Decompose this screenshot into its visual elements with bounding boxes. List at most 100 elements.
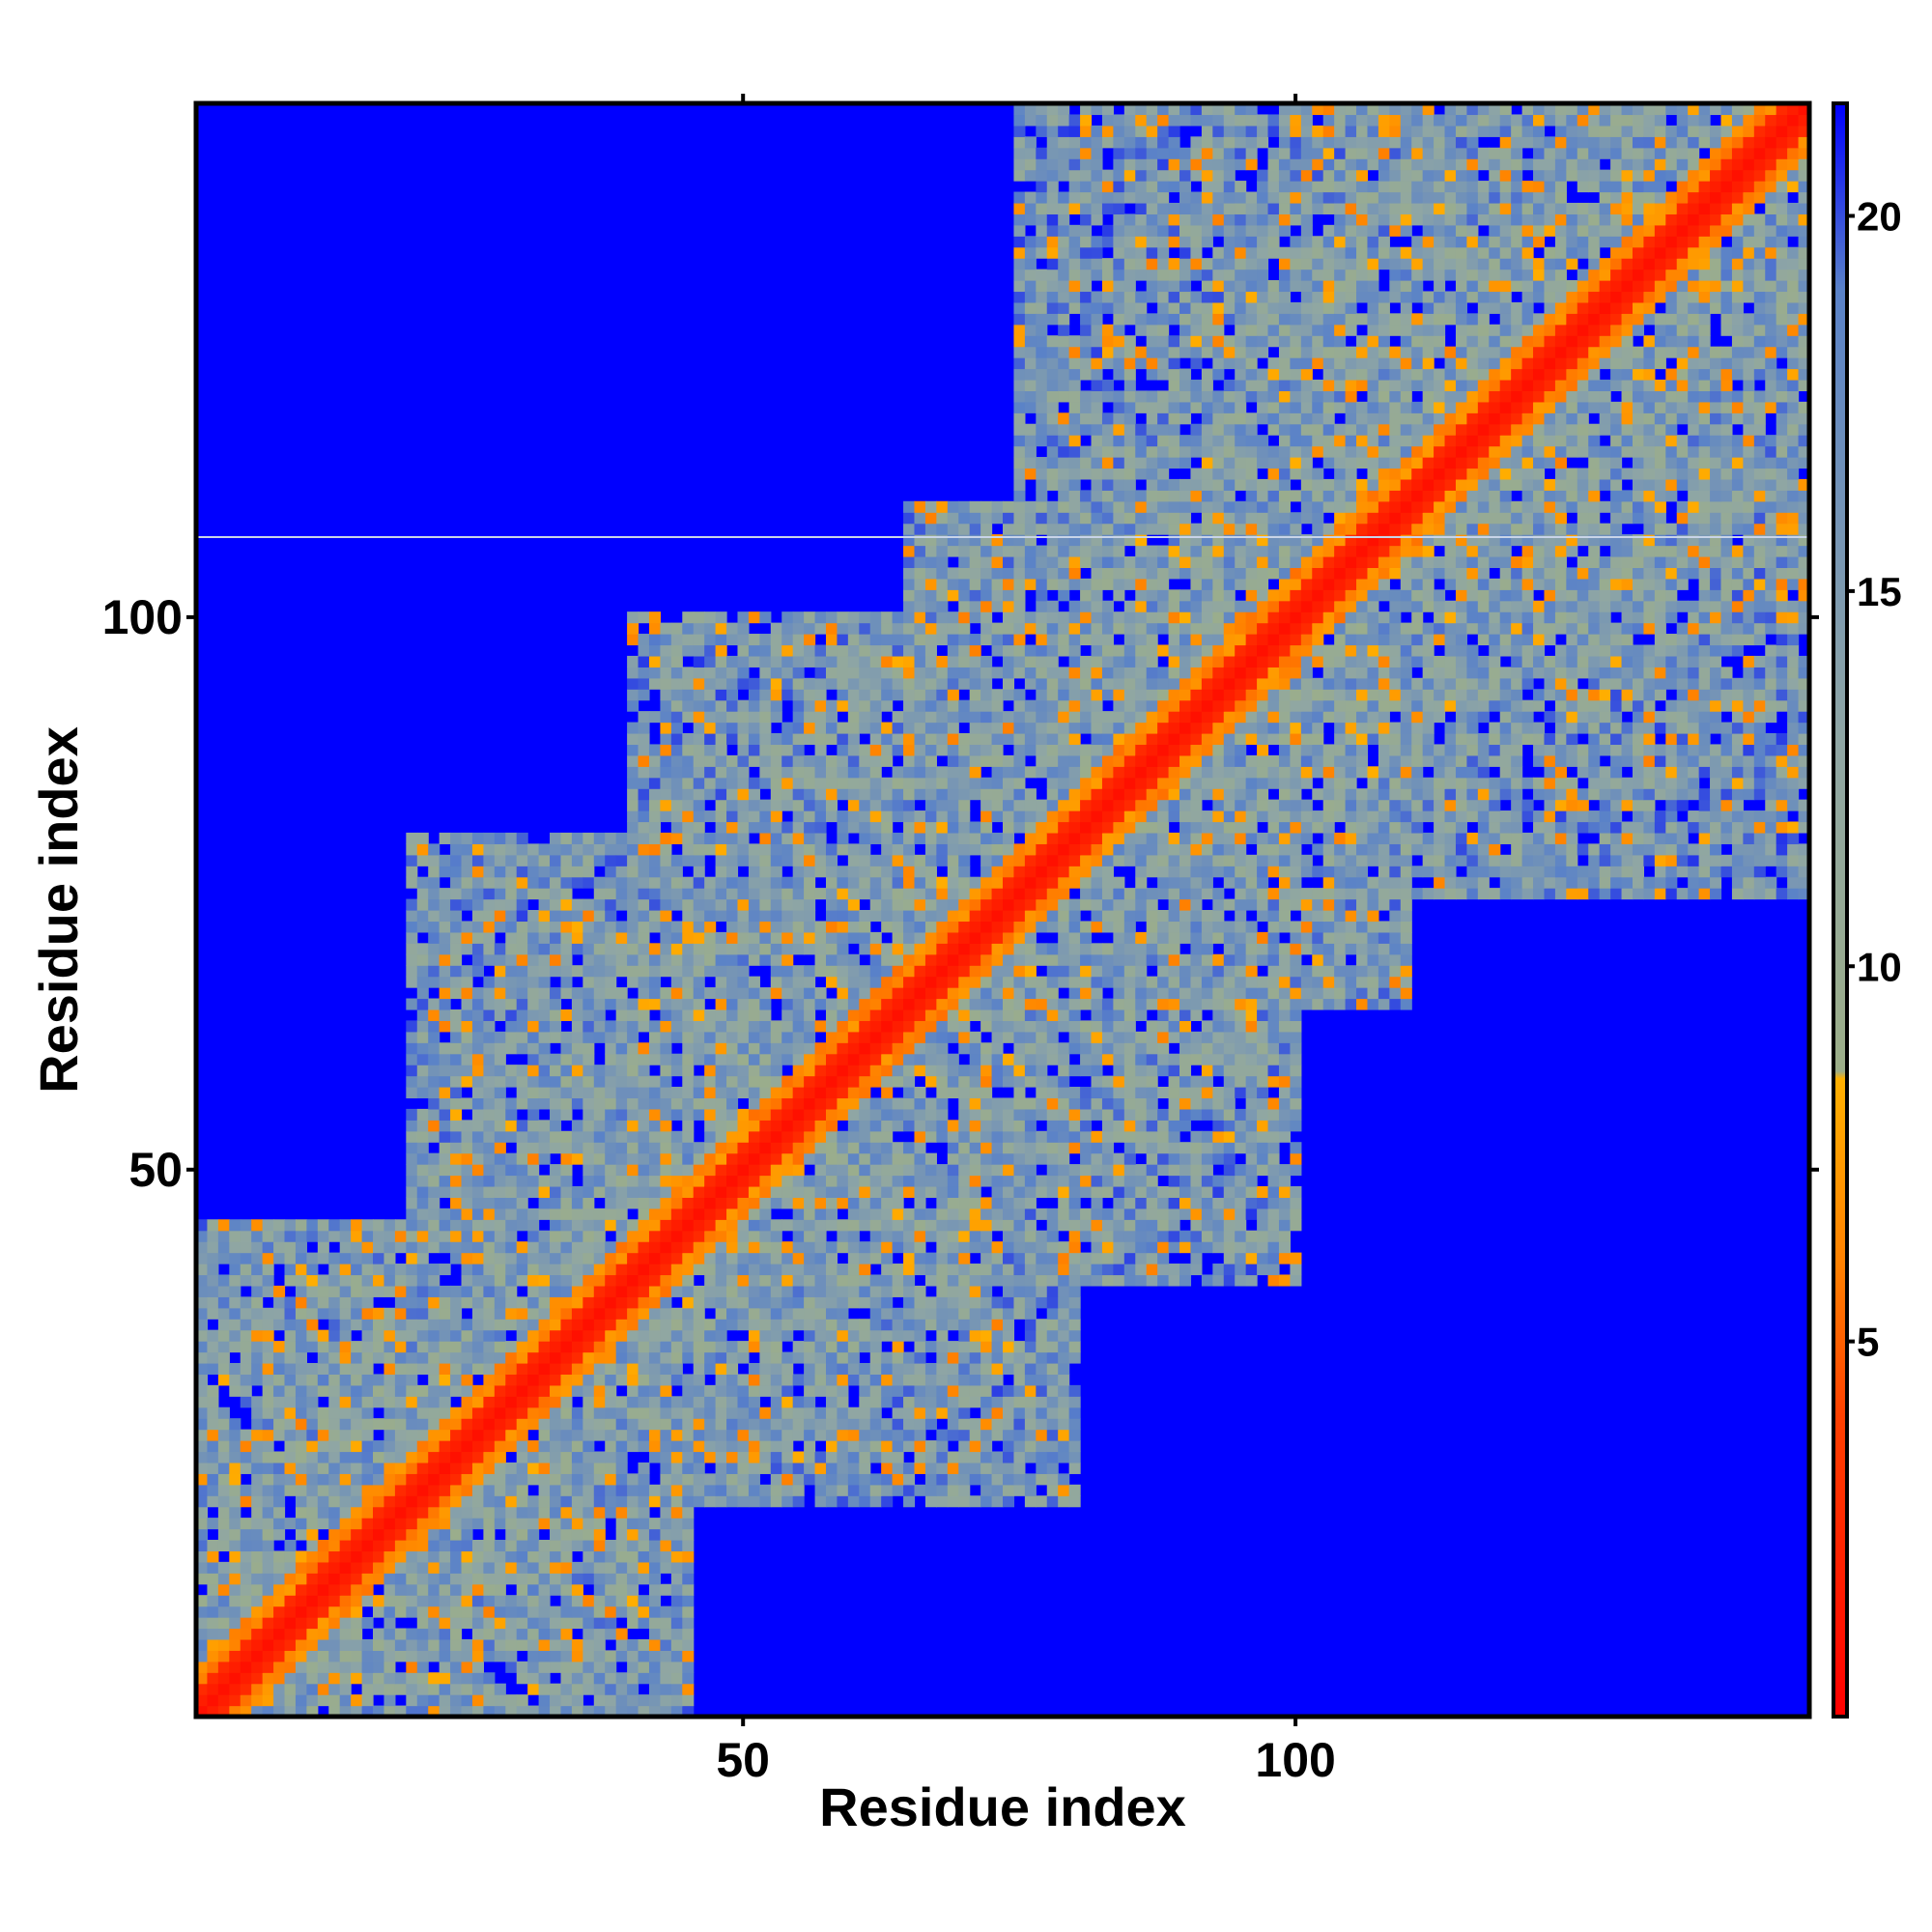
heatmap-cell <box>196 1241 209 1254</box>
heatmap-cell <box>1013 1142 1026 1154</box>
heatmap-cell <box>1257 1130 1269 1143</box>
heatmap-cell <box>1046 1142 1059 1154</box>
heatmap-cell <box>615 1672 628 1685</box>
heatmap-cell <box>627 1418 639 1431</box>
heatmap-cell <box>505 1252 518 1264</box>
heatmap-cell <box>837 1362 849 1376</box>
heatmap-cell <box>1046 1418 1059 1431</box>
heatmap-cell <box>461 898 473 911</box>
heatmap-cell <box>1068 1406 1081 1419</box>
heatmap-cell <box>339 1219 352 1232</box>
heatmap-cell <box>1080 1142 1093 1154</box>
heatmap-cell <box>538 1396 551 1408</box>
heatmap-cell <box>262 1550 274 1563</box>
heatmap-cell <box>505 854 518 867</box>
heatmap-cell <box>428 1683 440 1695</box>
heatmap-cell <box>804 622 816 635</box>
heatmap-cell <box>627 744 639 756</box>
heatmap-cell <box>1024 1274 1037 1287</box>
heatmap-cell <box>538 1694 551 1707</box>
heatmap-cell <box>550 1396 562 1408</box>
heatmap-cell <box>693 1285 705 1297</box>
heatmap-cell <box>416 1230 429 1242</box>
heatmap-cell <box>881 1230 894 1242</box>
heatmap-cell <box>770 1230 782 1242</box>
heatmap-cell <box>483 953 496 966</box>
heatmap-cell <box>527 1164 540 1177</box>
heatmap-cell <box>605 1252 617 1264</box>
heatmap-cell <box>1013 1152 1026 1165</box>
heatmap-cell <box>670 1495 683 1508</box>
heatmap-cell <box>262 1329 274 1342</box>
heatmap-cell <box>406 998 418 1010</box>
heatmap-cell <box>240 1341 252 1353</box>
heatmap-cell <box>560 1241 573 1254</box>
heatmap-cell <box>660 1672 672 1685</box>
heatmap-cell <box>550 1009 562 1021</box>
heatmap-cell <box>1058 1374 1070 1386</box>
heatmap-cell <box>317 1230 329 1242</box>
heatmap-cell <box>439 1539 451 1552</box>
heatmap-cell <box>804 1406 816 1419</box>
heatmap-cell <box>1223 1087 1236 1099</box>
heatmap-cell <box>627 866 639 878</box>
heatmap-cell <box>781 1351 794 1364</box>
heatmap-cell <box>638 1130 650 1143</box>
heatmap-cell <box>361 1550 374 1563</box>
heatmap-cell <box>593 854 606 867</box>
heatmap-cell <box>1046 1274 1059 1287</box>
heatmap-cell <box>1036 1152 1048 1165</box>
heatmap-cell <box>924 1185 937 1198</box>
heatmap-cell <box>582 1573 595 1585</box>
heatmap-cell <box>416 1550 429 1563</box>
heatmap-cell <box>262 1672 274 1685</box>
heatmap-cell <box>494 965 506 978</box>
heatmap-cell <box>682 1042 695 1055</box>
heatmap-cell <box>638 1053 650 1065</box>
heatmap-cell <box>416 1429 429 1441</box>
heatmap-cell <box>284 1518 297 1530</box>
heatmap-cell <box>593 1628 606 1640</box>
heatmap-cell <box>1113 1274 1125 1287</box>
heatmap-cell <box>406 1351 418 1364</box>
heatmap-cell <box>759 987 772 1000</box>
heatmap-cell <box>615 931 628 944</box>
heatmap-cell <box>306 1595 319 1607</box>
heatmap-cell <box>560 832 573 844</box>
heatmap-cell <box>450 1617 463 1630</box>
heatmap-cell <box>439 1065 451 1077</box>
heatmap-cell <box>837 1264 849 1276</box>
heatmap-cell <box>682 1274 695 1287</box>
heatmap-cell <box>648 1694 662 1707</box>
heatmap-cell <box>339 1694 352 1707</box>
heatmap-cell <box>792 1418 805 1431</box>
heatmap-cell <box>328 1605 341 1618</box>
heatmap-cell <box>295 1362 307 1376</box>
heatmap-cell <box>1179 1185 1192 1198</box>
heatmap-cell <box>737 1020 750 1033</box>
heatmap-cell <box>792 1164 805 1177</box>
heatmap-cell <box>980 1484 993 1496</box>
heatmap-cell <box>958 1384 971 1397</box>
heatmap-cell <box>958 1319 971 1331</box>
heatmap-cell <box>1190 1252 1203 1264</box>
heatmap-cell <box>450 1230 463 1242</box>
heatmap-cell <box>781 921 794 933</box>
heatmap-cell <box>638 931 650 944</box>
heatmap-cell <box>406 1550 418 1563</box>
heatmap-cell <box>538 876 551 889</box>
heatmap-cell <box>1168 1264 1180 1276</box>
heatmap-cell <box>704 1241 717 1254</box>
heatmap-cell <box>550 1020 562 1033</box>
heatmap-cell <box>550 1440 562 1453</box>
heatmap-cell <box>527 1009 540 1021</box>
heatmap-cell <box>638 1595 650 1607</box>
heatmap-cell <box>251 1573 264 1585</box>
heatmap-cell <box>196 1451 209 1463</box>
heatmap-cell <box>781 644 794 657</box>
heatmap-cell <box>682 1351 695 1364</box>
heatmap-cell <box>416 1396 429 1408</box>
heatmap-cell <box>881 1075 894 1088</box>
heatmap-cell <box>571 1650 583 1662</box>
heatmap-cell <box>814 1351 827 1364</box>
